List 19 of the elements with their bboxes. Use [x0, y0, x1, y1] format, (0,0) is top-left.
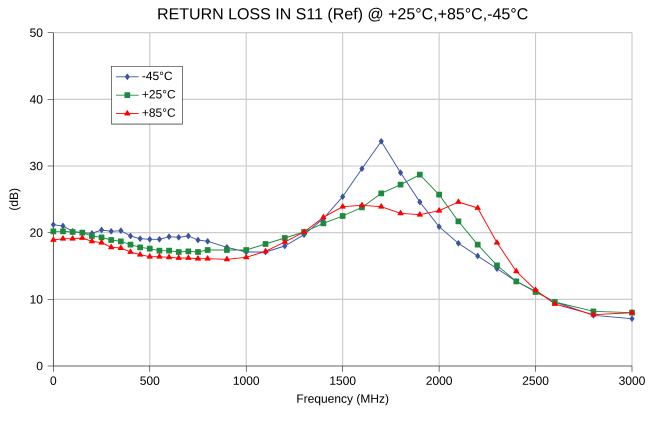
x-tick-label: 2500: [522, 376, 548, 385]
y-tick-label: 20: [30, 228, 42, 237]
x-tick-label: 3000: [619, 376, 645, 385]
y-tick-label: 10: [30, 295, 42, 304]
legend-label: +25°C: [142, 90, 176, 98]
chart-title: RETURN LOSS IN S11 (Ref) @ +25°C,+85°C,-45°C: [158, 8, 528, 23]
y-tick-label: 0: [36, 362, 42, 370]
x-tick-label: 1500: [330, 376, 356, 385]
y-tick-label: 40: [30, 95, 42, 104]
y-tick-label: 30: [30, 162, 42, 170]
x-axis-title: Frequency (MHz): [297, 394, 388, 406]
x-tick-label: 1000: [234, 376, 260, 385]
y-tick-label: 50: [30, 28, 42, 37]
x-tick-label: 0: [50, 376, 56, 385]
x-tick-label: 500: [140, 376, 160, 385]
y-axis-title: (dB): [9, 188, 20, 210]
legend-label: -45°C: [142, 72, 172, 80]
x-tick-label: 2000: [426, 376, 452, 385]
legend-label: +85°C: [142, 108, 176, 117]
